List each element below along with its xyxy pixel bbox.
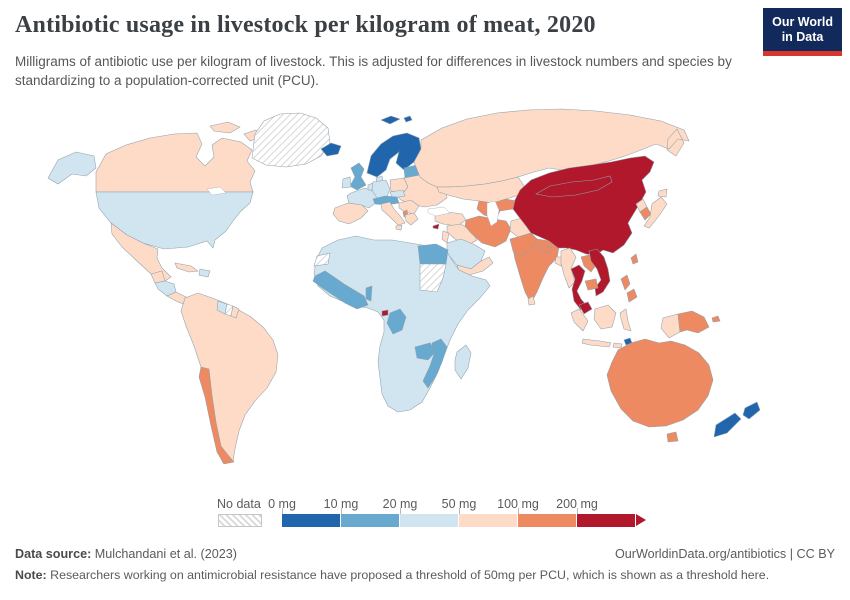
country-congo[interactable] — [386, 308, 407, 335]
country-italy[interactable] — [380, 201, 406, 231]
black-sea — [427, 206, 451, 217]
legend-arrow — [636, 514, 646, 526]
country-nepal[interactable] — [538, 245, 553, 254]
owid-logo-line1: Our World — [772, 15, 833, 29]
country-sri-lanka[interactable] — [527, 295, 536, 306]
world-choropleth-map — [47, 108, 761, 465]
legend-stop-label: 100 mg — [497, 497, 539, 511]
data-source-label: Data source: — [15, 547, 92, 561]
footer-note: Note: Researchers working on antimicrobi… — [15, 568, 769, 582]
country-iceland[interactable] — [320, 142, 342, 157]
region-west-africa-coast[interactable] — [312, 270, 369, 310]
country-indonesia-papua[interactable] — [660, 313, 681, 339]
country-new-zealand[interactable] — [713, 401, 761, 438]
country-benin[interactable] — [365, 285, 373, 302]
no-data-swatch[interactable] — [218, 514, 262, 527]
country-western-sahara[interactable] — [313, 252, 331, 267]
country-dominican-republic[interactable] — [198, 268, 211, 278]
country-czechia-slovakia[interactable] — [389, 189, 406, 199]
country-philippines[interactable] — [620, 274, 638, 303]
country-turkey[interactable] — [434, 211, 467, 227]
legend-tick — [459, 508, 460, 514]
owid-logo[interactable]: Our World in Data — [763, 8, 842, 56]
country-equatorial-guinea[interactable] — [381, 309, 389, 317]
country-svalbard[interactable] — [380, 115, 413, 125]
country-japan[interactable] — [643, 188, 668, 229]
legend-stop-label: 50 mg — [441, 497, 477, 511]
country-thailand[interactable] — [570, 264, 588, 311]
legend-stop-label: 0 mg — [268, 497, 296, 511]
country-israel-jordan[interactable] — [441, 230, 450, 244]
legend-segment[interactable] — [577, 514, 636, 527]
country-china-mongolia[interactable] — [512, 155, 655, 256]
legend-segment[interactable] — [400, 514, 459, 527]
country-alaska[interactable] — [47, 151, 97, 185]
footer-links: OurWorldinData.org/antibiotics | CC BY — [615, 547, 835, 561]
page-title: Antibiotic usage in livestock per kilogr… — [15, 12, 596, 38]
country-spain-portugal[interactable] — [332, 202, 369, 225]
country-cyprus[interactable] — [432, 223, 440, 230]
map-legend: No data 0 mg 10 mg 20 mg 50 mg 100 mg 200 mg — [0, 497, 850, 533]
country-ireland[interactable] — [341, 176, 352, 189]
legend-stop-label: 10 mg — [323, 497, 359, 511]
caspian-sea — [486, 200, 500, 227]
country-greenland[interactable] — [251, 112, 331, 168]
country-tasmania[interactable] — [666, 431, 679, 443]
footer: Data source: Mulchandani et al. (2023) O… — [15, 547, 835, 561]
note-label: Note: — [15, 568, 47, 582]
country-mozambique-malawi[interactable] — [422, 338, 448, 389]
footer-separator: | — [786, 547, 797, 561]
legend-segment[interactable] — [341, 514, 400, 527]
no-data-label: No data — [217, 497, 261, 511]
legend-tick — [518, 508, 519, 514]
country-zambia[interactable] — [414, 342, 437, 361]
legend-segment[interactable] — [459, 514, 518, 527]
owid-link[interactable]: OurWorldinData.org/antibiotics — [614, 547, 787, 561]
country-egypt[interactable] — [417, 243, 449, 265]
country-papua-new-guinea[interactable] — [677, 310, 721, 334]
mongolia-border — [535, 175, 613, 198]
country-greece[interactable] — [404, 212, 419, 226]
license-link[interactable]: CC BY — [796, 547, 836, 561]
country-taiwan[interactable] — [630, 253, 639, 265]
country-laos[interactable] — [580, 254, 597, 273]
country-pakistan[interactable] — [509, 232, 538, 258]
legend-tick — [577, 508, 578, 514]
country-canadian-arctic[interactable] — [209, 121, 263, 142]
legend-segment[interactable] — [282, 514, 341, 527]
country-united-kingdom[interactable] — [349, 162, 367, 191]
country-french-guiana[interactable] — [230, 305, 240, 319]
country-malaysia[interactable] — [578, 301, 593, 315]
country-canada[interactable] — [95, 132, 256, 193]
country-mexico[interactable] — [110, 222, 172, 282]
legend-tick — [341, 508, 342, 514]
great-lakes — [206, 186, 227, 196]
region-south-america[interactable] — [180, 292, 279, 464]
country-indonesia[interactable] — [570, 304, 632, 349]
legend-segment[interactable] — [518, 514, 577, 527]
legend-stop-label: 20 mg — [382, 497, 418, 511]
country-chile[interactable] — [198, 366, 235, 465]
country-australia[interactable] — [606, 338, 714, 428]
country-madagascar[interactable] — [454, 344, 472, 380]
note-text: Researchers working on antimicrobial res… — [46, 568, 770, 582]
legend-tick — [400, 508, 401, 514]
owid-logo-line2: in Data — [781, 30, 824, 44]
country-vietnam[interactable] — [588, 248, 611, 297]
country-cuba[interactable] — [174, 262, 199, 273]
legend-tick — [282, 508, 283, 514]
country-cambodia[interactable] — [584, 278, 599, 291]
legend-stop-label: 200 mg — [556, 497, 598, 511]
data-source: Data source: Mulchandani et al. (2023) — [15, 547, 237, 561]
chart-subtitle: Milligrams of antibiotic use per kilogra… — [15, 54, 732, 89]
data-source-value: Mulchandani et al. (2023) — [91, 547, 237, 561]
country-sudan[interactable] — [419, 263, 447, 293]
